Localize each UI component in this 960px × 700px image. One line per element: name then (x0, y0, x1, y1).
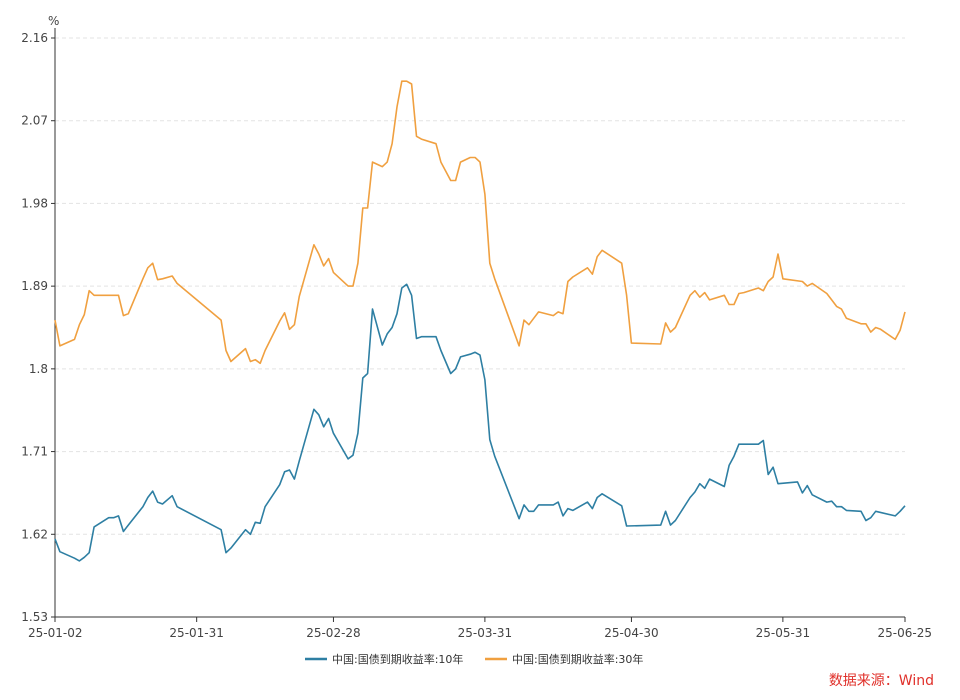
x-tick-label: 25-04-30 (604, 626, 658, 640)
x-tick-label: 25-02-28 (306, 626, 360, 640)
y-tick-label: 1.98 (21, 196, 48, 210)
data-source-note: 数据来源：Wind (828, 673, 934, 689)
x-tick-label: 25-01-02 (28, 626, 82, 640)
legend-item: 中国:国债到期收益率:10年 (305, 652, 463, 666)
legend: 中国:国债到期收益率:10年 中国:国债到期收益率:30年 (305, 652, 643, 666)
y-axis-ticks: 1.53 1.62 1.71 1.8 1.89 1.98 2.07 2.16 (21, 31, 55, 624)
legend-item: 中国:国债到期收益率:30年 (485, 652, 643, 666)
legend-label: 中国:国债到期收益率:30年 (512, 652, 643, 666)
x-tick-label: 25-06-25 (878, 626, 932, 640)
axes (54, 28, 905, 618)
y-tick-label: 1.89 (21, 279, 48, 293)
x-axis-ticks: 25-01-02 25-01-31 25-02-28 25-03-31 25-04-30… (28, 617, 932, 640)
y-tick-label: 1.53 (21, 610, 48, 624)
series-lines (54, 80, 906, 562)
y-tick-label: 2.16 (21, 31, 48, 45)
legend-label: 中国:国债到期收益率:10年 (332, 652, 463, 666)
y-tick-label: 1.62 (21, 527, 48, 541)
y-tick-label: 1.8 (29, 362, 48, 376)
x-tick-label: 25-05-31 (756, 626, 810, 640)
grid-lines (55, 37, 905, 535)
x-tick-label: 25-01-31 (169, 626, 223, 640)
y-tick-label: 1.71 (21, 445, 48, 459)
series-line-30y (54, 80, 906, 365)
y-axis-unit: % (48, 14, 59, 28)
x-tick-label: 25-03-31 (458, 626, 512, 640)
series-line-10y (54, 283, 906, 562)
y-tick-label: 2.07 (21, 114, 48, 128)
